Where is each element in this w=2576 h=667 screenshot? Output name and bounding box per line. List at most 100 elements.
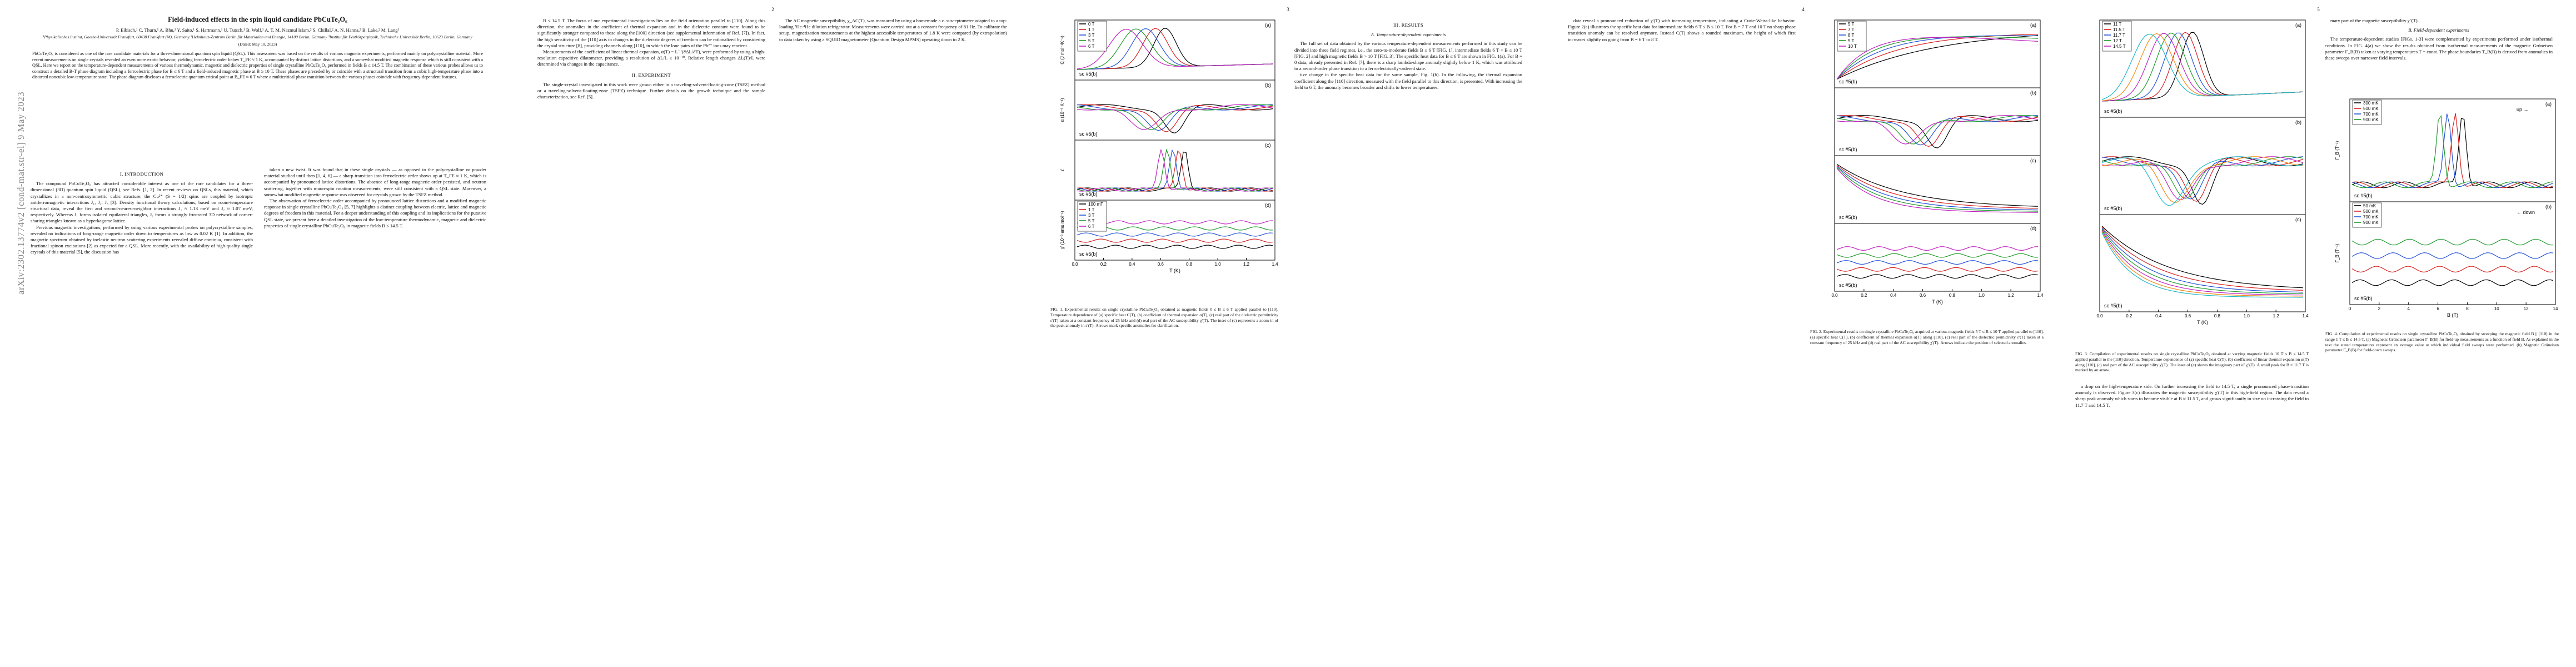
body-paragraph: The single-crystal investigated in this … xyxy=(537,81,765,100)
x-tick-label: 14 xyxy=(2553,306,2558,311)
data-series-curve xyxy=(2101,228,2304,293)
x-tick-label: 0.6 xyxy=(2185,313,2191,318)
body-paragraph: The AC magnetic susceptibility, χ_AC(T),… xyxy=(779,18,1007,42)
data-series-curve xyxy=(1836,35,2039,80)
legend-entry: 300 mK xyxy=(2363,101,2379,106)
x-tick-label: 1.0 xyxy=(1979,293,1985,298)
sample-label: sc #5(b) xyxy=(2354,296,2373,301)
page-number: 5 xyxy=(2317,7,2320,12)
x-tick-label: 1.2 xyxy=(2273,313,2280,318)
section-heading: I. INTRODUCTION xyxy=(119,171,164,177)
panel-label: (a) xyxy=(2545,101,2552,107)
data-series-curve xyxy=(1836,246,2039,251)
column-left: I. INTRODUCTION The compound PbCuTe₂O₆ h… xyxy=(31,167,253,256)
sample-label: sc #5(b) xyxy=(1079,191,1098,197)
legend-entry: 0 T xyxy=(1088,22,1095,27)
figure-4-caption: FIG. 4. Compilation of experimental resu… xyxy=(2325,331,2559,353)
sample-label: sc #5(b) xyxy=(1079,131,1098,137)
x-tick-label: 6 xyxy=(2437,306,2439,311)
data-series-curve xyxy=(2101,32,2304,102)
x-tick-label: 0.2 xyxy=(1861,293,1867,298)
legend-entry: 3 T xyxy=(1088,33,1095,38)
legend-entry: 5 T xyxy=(1088,218,1095,223)
legend-entry: 14.5 T xyxy=(2113,44,2126,49)
legend-entry: 500 mK xyxy=(2363,209,2379,214)
legend-entry: 7 T xyxy=(1848,27,1855,32)
legend-box xyxy=(2352,99,2382,125)
data-series-curve xyxy=(1836,163,2039,207)
data-series-curve xyxy=(2351,266,2554,273)
x-axis-label: B (T) xyxy=(2447,312,2458,318)
x-tick-label: 1.2 xyxy=(1243,262,1250,267)
data-series-curve xyxy=(1836,36,2039,79)
data-series-curve xyxy=(1077,238,1273,243)
data-series-curve xyxy=(2101,33,2304,100)
sweep-direction-label: up → xyxy=(2517,107,2529,112)
legend-entry: 6 T xyxy=(1088,224,1095,229)
affiliations: ¹Physikalisches Institut, Goethe-Univers… xyxy=(43,34,472,39)
body-paragraph: B ≤ 14.5 T. The focus of our experimenta… xyxy=(537,18,765,48)
column-left: B ≤ 14.5 T. The focus of our experimenta… xyxy=(537,18,765,100)
body-paragraph: tive change in the specific heat data fo… xyxy=(1294,72,1522,90)
data-series-curve xyxy=(1077,245,1273,249)
data-series-curve xyxy=(1077,149,1273,192)
x-tick-label: 0.4 xyxy=(2155,313,2162,318)
x-tick-label: 0.0 xyxy=(1072,262,1078,267)
figure-1-caption: FIG. 1. Experimental results on single c… xyxy=(1050,307,1278,328)
panel-label: (c) xyxy=(2030,158,2036,163)
legend-entry: 11.5 T xyxy=(2113,27,2125,32)
data-series-curve xyxy=(1836,267,2039,272)
data-series-curve xyxy=(2351,113,2554,188)
x-tick-label: 4 xyxy=(2407,306,2410,311)
data-series-curve xyxy=(1836,167,2038,212)
x-axis-label: T (K) xyxy=(2197,320,2208,325)
data-series-curve xyxy=(1836,166,2039,211)
data-series-curve xyxy=(2351,279,2554,286)
data-series-curve xyxy=(2101,226,2304,288)
panel-frame xyxy=(2349,201,2556,305)
data-series-curve xyxy=(1836,35,2039,80)
panel-label: (d) xyxy=(2030,226,2036,231)
panel-label: (b) xyxy=(2030,90,2036,96)
x-axis-label: T (K) xyxy=(1169,268,1180,273)
panel-label: (b) xyxy=(2295,120,2301,125)
data-series-curve xyxy=(1836,274,2039,279)
figure-2-caption: FIG. 2. Experimental results on single c… xyxy=(1810,329,2044,345)
panel-label: (a) xyxy=(2295,22,2301,28)
body-paragraph: data reveal a pronounced reduction of χ'… xyxy=(1568,18,1796,42)
sample-label: sc #5(b) xyxy=(2104,206,2122,211)
paper-title: Field-induced effects in the spin liquid… xyxy=(168,16,347,23)
sample-label: sc #5(b) xyxy=(2104,108,2122,114)
x-tick-label: 12 xyxy=(2524,306,2529,311)
figure-1-plot: (a)C (J mol⁻¹K⁻¹)0 T1 T3 T5 T6 Tsc #5(b)… xyxy=(1060,19,1278,273)
x-tick-label: 2 xyxy=(2378,306,2381,311)
sample-label: sc #5(b) xyxy=(1839,215,1857,220)
section-heading: III. RESULTS xyxy=(1393,22,1424,28)
legend-entry: 5 T xyxy=(1088,38,1095,43)
column-right: III. RESULTS A. Temperature-dependent ex… xyxy=(1294,18,1522,91)
data-series-curve xyxy=(2101,156,2304,200)
legend-entry: 10 T xyxy=(1848,44,1857,49)
data-series-curve xyxy=(2351,118,2554,188)
panel-frame xyxy=(1074,200,1275,261)
column-right: mary part of the magnetic susceptibility… xyxy=(2325,18,2553,61)
page-number: 3 xyxy=(1287,7,1289,12)
data-series-curve xyxy=(1836,253,2039,258)
data-series-curve xyxy=(2101,229,2304,294)
figure-4: (a) Γ_B (T⁻¹) 300 mK 500 mK 700 mK 900 mK sc #… xyxy=(2322,94,2567,328)
x-tick-label: 10 xyxy=(2494,306,2499,311)
legend-entry: 1 T xyxy=(1088,27,1095,32)
body-paragraph: The temperature-dependent studies [FIGs.… xyxy=(2325,36,2553,61)
data-series-curve xyxy=(2101,156,2304,203)
figure-3-plot: (a) 11 T11.5 T11.7 T12 T14.5 T sc #5(b) (b)… xyxy=(2096,19,2309,325)
data-series-curve xyxy=(2101,230,2303,296)
x-tick-label: 0.0 xyxy=(1831,293,1838,298)
data-series-curve xyxy=(1836,115,2039,146)
x-tick-label: 0.8 xyxy=(1186,262,1193,267)
body-paragraph: The observation of ferroelectric order a… xyxy=(264,198,486,228)
